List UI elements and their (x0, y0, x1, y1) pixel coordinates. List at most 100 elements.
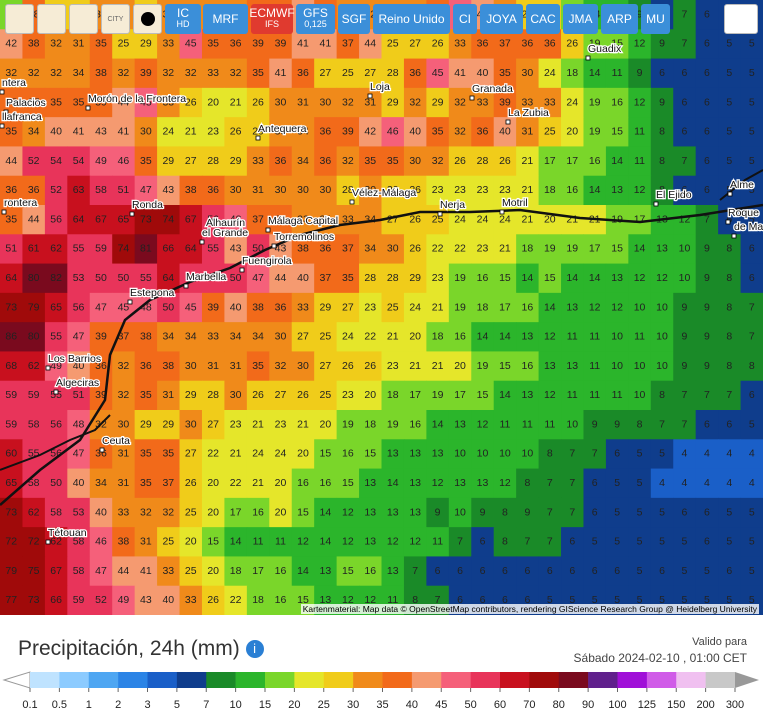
cell (179, 292, 203, 323)
cell (67, 527, 91, 557)
cell-value: 5 (749, 213, 755, 225)
cell-value: 9 (435, 506, 441, 518)
cell-value: 5 (726, 184, 732, 196)
cell-value: 11 (275, 536, 286, 548)
cell-value: 67 (50, 565, 62, 577)
dot-button[interactable] (133, 4, 162, 34)
cell-value: 24 (409, 301, 421, 313)
cell-value: 30 (522, 67, 534, 79)
cell-value: 35 (387, 155, 399, 167)
cell-value: 36 (477, 38, 489, 50)
model-button[interactable]: Reino Unido (373, 4, 450, 34)
cell (44, 117, 68, 147)
cell (448, 497, 472, 528)
cell-value: 36 (207, 184, 219, 196)
model-button[interactable]: MRF (203, 4, 248, 34)
cell (381, 410, 405, 440)
model-button[interactable]: MU (641, 4, 670, 34)
refresh-button[interactable] (5, 4, 34, 34)
cell-value: 14 (432, 418, 444, 430)
cell-value: 4 (726, 448, 732, 460)
cell-value: 31 (140, 536, 152, 548)
cell (359, 146, 382, 177)
cell (605, 117, 629, 147)
cell-value: 38 (297, 243, 309, 255)
legend-swatch (30, 672, 60, 688)
cell-value: 20 (544, 213, 556, 225)
cell (157, 175, 181, 206)
cell-value: 53 (73, 272, 85, 284)
cell-value: 5 (637, 506, 643, 518)
cell-value: 26 (409, 184, 421, 196)
cell (157, 527, 181, 557)
cell (22, 58, 46, 89)
zoom-button[interactable] (69, 4, 98, 34)
model-button[interactable]: ARP (601, 4, 638, 34)
cell-value: 7 (547, 536, 553, 548)
cell (650, 527, 674, 557)
model-label: Reino Unido (378, 11, 445, 26)
cell-value: 7 (682, 418, 688, 430)
cell-value: 34 (364, 213, 376, 225)
model-button[interactable]: CI (453, 4, 477, 34)
cell-value: 6 (480, 565, 486, 577)
cell-value: 13 (409, 448, 421, 460)
cell (291, 322, 315, 352)
cell-value: 20 (320, 418, 332, 430)
cell (718, 263, 742, 294)
cell (381, 234, 405, 265)
cell (134, 234, 158, 265)
cell-value: 5 (659, 506, 665, 518)
cell (224, 380, 248, 411)
cell-value: 6 (502, 594, 508, 606)
share-button[interactable] (724, 4, 758, 34)
cell-value: 32 (50, 67, 62, 79)
cell-value: 45 (118, 301, 130, 313)
cell (695, 410, 719, 440)
cell-value: 9 (614, 418, 620, 430)
cell (583, 380, 607, 411)
cell-value: 10 (634, 389, 646, 401)
model-button[interactable]: IC HD (165, 4, 201, 34)
cell (246, 585, 270, 615)
cell (583, 322, 607, 352)
cell (89, 292, 113, 323)
cell (628, 497, 652, 528)
cell-value: 15 (477, 389, 489, 401)
cell (291, 556, 315, 587)
model-button[interactable]: CAC (526, 4, 560, 34)
cell-value: 6 (704, 67, 710, 79)
model-button[interactable]: JMA (563, 4, 598, 34)
cell-value: 19 (454, 272, 466, 284)
cell (583, 556, 607, 587)
cell (538, 263, 562, 294)
info-icon[interactable]: i (245, 640, 264, 658)
cell (628, 87, 652, 118)
cell-value: 18 (432, 331, 444, 343)
cell-value: 21 (432, 301, 444, 313)
cell (134, 263, 158, 294)
cell-value: 40 (297, 272, 309, 284)
model-button[interactable]: GFS 0,125 (296, 4, 335, 34)
city-button[interactable]: CITY (101, 4, 130, 34)
cell (224, 322, 248, 352)
cell-value: 44 (275, 272, 287, 284)
cell (224, 58, 248, 89)
cell-value: 19 (589, 38, 601, 50)
cell (740, 29, 763, 60)
cell-value: 13 (544, 360, 556, 372)
cell (673, 410, 697, 440)
cell-value: 72 (28, 536, 40, 548)
model-button[interactable]: SGF (338, 4, 370, 34)
cell-value: 47 (73, 331, 85, 343)
model-button[interactable]: JOYA (480, 4, 523, 34)
model-button[interactable]: ECMWF IFS (249, 4, 295, 34)
cell-value: 13 (387, 448, 399, 460)
cell-value: 44 (118, 565, 130, 577)
cell-value: 32 (162, 506, 174, 518)
cell-value: 33 (342, 213, 354, 225)
cell (695, 263, 719, 294)
cell (291, 410, 315, 440)
location-button[interactable] (37, 4, 66, 34)
cell (201, 175, 225, 206)
